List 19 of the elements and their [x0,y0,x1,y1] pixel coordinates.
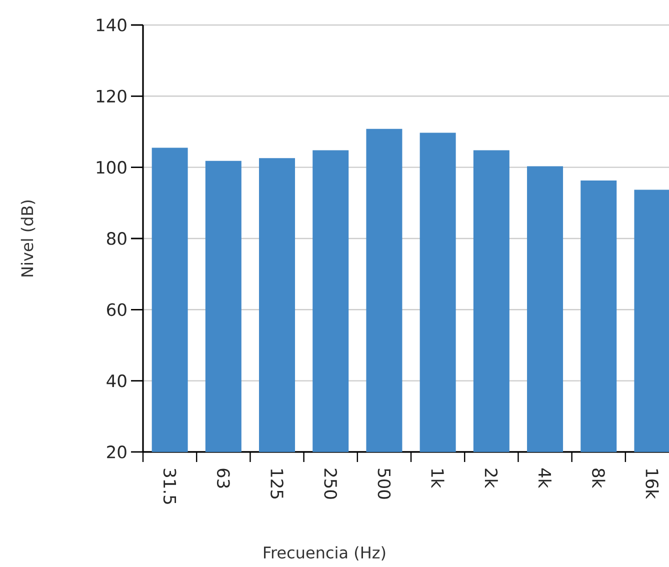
x-tick-label: 8k [592,468,606,488]
x-tick-label: 63 [216,468,230,488]
y-axis-title: Nivel (dB) [20,200,36,276]
y-tick-label: 80 [107,232,126,245]
x-tick-label: 4k [538,468,552,488]
x-tick-label: 500 [378,468,391,499]
x-tick-label: 2k [484,468,498,488]
x-tick-label: 250 [324,468,338,499]
y-tick-label: 60 [107,303,126,316]
y-tick-label: 140 [96,18,126,32]
y-tick-label: 40 [106,374,126,388]
x-axis-title: Frecuencia (Hz) [264,546,386,560]
y-tick-label: 120 [96,90,126,103]
x-tick-label: 1k [431,469,444,488]
y-tick-label: 20 [107,446,126,458]
x-tick-label: 31.5 [163,468,176,504]
y-tick-label: 100 [96,160,126,174]
x-tick-label: 16k [646,469,659,499]
x-tick-label: 125 [270,469,284,498]
